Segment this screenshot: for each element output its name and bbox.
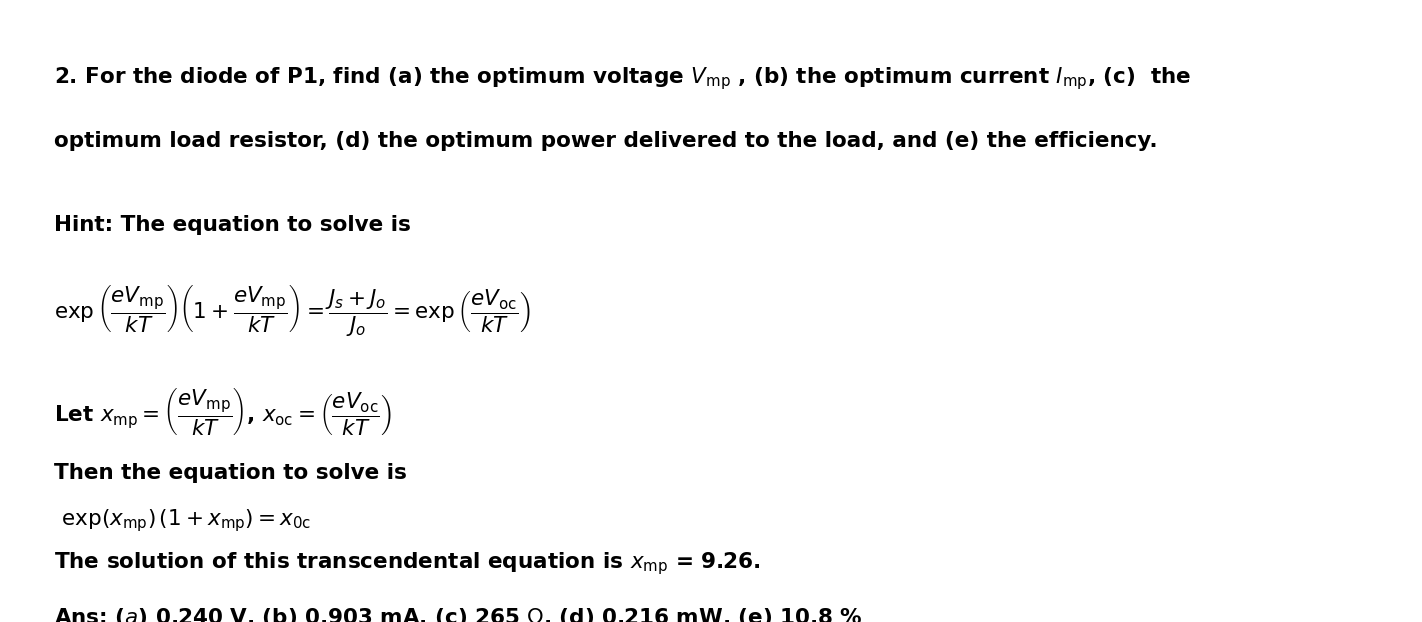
Text: optimum load resistor, (d) the optimum power delivered to the load, and (e) the : optimum load resistor, (d) the optimum p… <box>54 131 1158 151</box>
Text: Ans: ($a$) 0.240 V, (b) 0.903 mA, (c) 265 $\Omega$, (d) 0.216 mW, (e) 10.8 %: Ans: ($a$) 0.240 V, (b) 0.903 mA, (c) 26… <box>54 606 863 622</box>
Text: $\mathbf{\exp}\left(\dfrac{eV_{\mathrm{mp}}}{kT}\right)\left(1+\dfrac{eV_{\mathr: $\mathbf{\exp}\left(\dfrac{eV_{\mathrm{m… <box>54 283 530 338</box>
Text: 2. For the diode of P1, find (a) the optimum voltage $V_{\mathrm{mp}}$ , (b) the: 2. For the diode of P1, find (a) the opt… <box>54 65 1192 92</box>
Text: Let $x_{\mathrm{mp}} = \left(\dfrac{eV_{\mathrm{mp}}}{kT}\right)$, $x_{\mathrm{o: Let $x_{\mathrm{mp}} = \left(\dfrac{eV_{… <box>54 386 392 437</box>
Text: $\mathrm{exp}(x_{\mathrm{mp}})\,(1 + x_{\mathrm{mp}}) = x_{\mathrm{0c}}$: $\mathrm{exp}(x_{\mathrm{mp}})\,(1 + x_{… <box>54 507 311 534</box>
Text: Then the equation to solve is: Then the equation to solve is <box>54 463 407 483</box>
Text: Hint: The equation to solve is: Hint: The equation to solve is <box>54 215 411 234</box>
Text: The solution of this transcendental equation is $x_{\mathrm{mp}}$ = 9.26.: The solution of this transcendental equa… <box>54 550 761 577</box>
